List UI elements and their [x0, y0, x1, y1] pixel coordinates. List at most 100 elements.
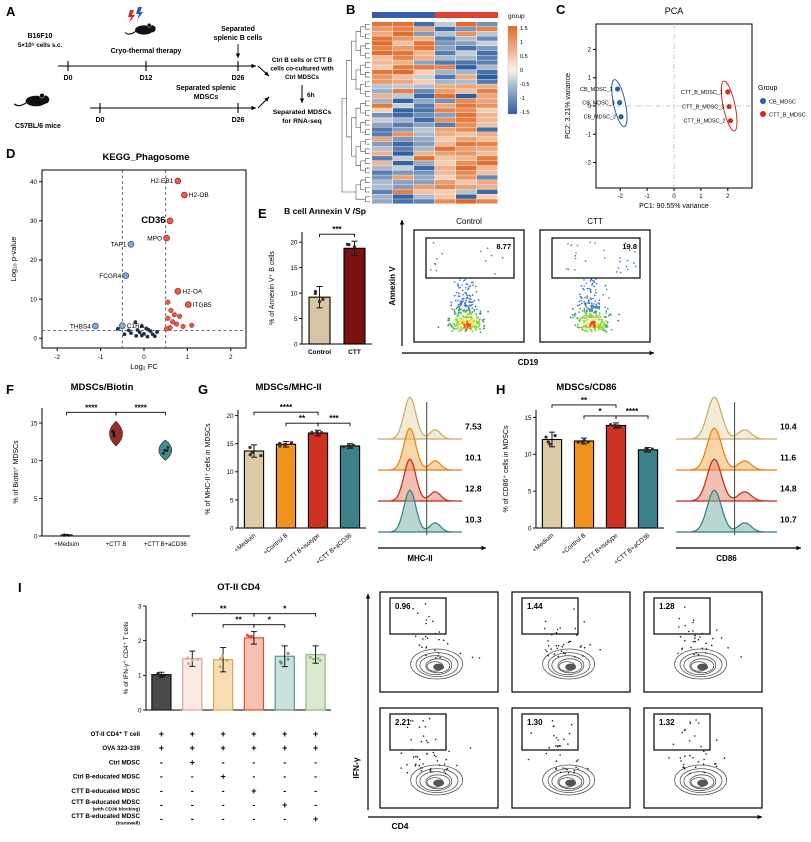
data-point: [319, 430, 324, 435]
event-dot: [604, 306, 607, 309]
event-dot: [592, 316, 595, 319]
mdsc-label: Separated splenic: [176, 85, 236, 92]
event-dot: [607, 314, 610, 317]
legend-swatch: [760, 111, 766, 117]
heatmap-cell: [477, 122, 498, 127]
heatmap-cell: [456, 180, 477, 185]
annexin-flow-plots: Annexin V CD19 Control 8.77 CTT 19.8: [388, 212, 658, 376]
event-dot: [574, 257, 577, 260]
ifng-contour-plots: IFN-γ CD4 0.96 1.44 1.28 2.21 1.30 1.32: [338, 586, 808, 838]
heatmap-cell: [477, 132, 498, 137]
event-dot: [583, 307, 586, 310]
event-dot: [443, 763, 446, 765]
contour-ring: [697, 663, 709, 671]
event-dot: [477, 299, 480, 301]
heatmap-cell: [372, 26, 393, 32]
event-dot: [475, 326, 477, 329]
x-tick-label: 0: [672, 194, 676, 200]
cd86-title: MDSCs/CD86: [556, 382, 617, 393]
heatmap-cell: [456, 74, 477, 80]
event-dot: [456, 323, 459, 326]
panel-f-label: F: [6, 382, 14, 397]
heatmap-cell: [393, 103, 414, 108]
heatmap-cell: [477, 36, 498, 41]
heatmap-cell: [477, 160, 498, 166]
heatmap-cell: [414, 189, 435, 195]
event-dot: [723, 757, 726, 759]
event-dot: [683, 767, 686, 769]
event-dot: [474, 325, 477, 328]
gene-point: [116, 326, 120, 331]
event-dot: [448, 750, 450, 753]
data-point: [190, 658, 194, 662]
heatmap-cell: [372, 113, 393, 118]
event-dot: [461, 298, 464, 300]
event-dot: [451, 330, 454, 332]
event-dot: [419, 767, 422, 769]
event-dot: [579, 308, 581, 310]
event-dot: [547, 654, 549, 657]
event-dot: [589, 643, 591, 646]
heatmap-cell: [414, 136, 435, 142]
gate-percentage: 10.1: [465, 453, 482, 463]
event-dot: [588, 328, 591, 331]
gate-percentage: 1.30: [527, 718, 543, 727]
sig-bracket: [583, 415, 617, 419]
contour-ring: [425, 774, 451, 790]
event-dot: [585, 317, 588, 320]
event-dot: [455, 291, 458, 294]
event-dot: [575, 760, 578, 762]
y-tick-label: 15: [290, 265, 298, 272]
legend-swatch: [760, 98, 766, 104]
event-dot: [587, 767, 589, 770]
event-dot: [462, 319, 465, 322]
y-tick-label: 15: [524, 415, 532, 422]
event-dot: [425, 654, 427, 657]
condition-mark: +: [313, 814, 318, 824]
condition-mark: +: [159, 729, 164, 739]
event-dot: [449, 323, 452, 325]
event-dot: [591, 325, 593, 327]
dendrogram-branch: [360, 160, 366, 171]
heatmap-cell: [414, 31, 435, 36]
event-dot: [566, 768, 568, 771]
event-dot: [598, 308, 601, 310]
event-dot: [422, 638, 424, 640]
event-dot: [469, 285, 471, 287]
heatmap-cell: [456, 165, 477, 171]
arrowhead: [796, 545, 801, 551]
gate-percentage: 8.77: [496, 242, 511, 251]
sig-bracket: [253, 613, 317, 617]
heatmap-cell: [435, 184, 456, 190]
legend-title: Group: [758, 85, 778, 92]
condition-mark: -: [160, 786, 163, 796]
gate-percentage: 1.44: [527, 602, 543, 611]
event-dot: [483, 318, 486, 320]
contour-ring: [419, 771, 453, 792]
category-label: +CTT B: [106, 542, 127, 548]
pca-point-label: CTT_B_MDSC_2: [684, 119, 726, 125]
panel-d-label: D: [6, 146, 16, 161]
event-dot: [599, 327, 601, 330]
event-dot: [576, 326, 579, 328]
group-ellipse: [611, 79, 628, 128]
event-dot: [466, 323, 468, 326]
event-dot: [683, 729, 686, 732]
event-dot: [574, 255, 576, 257]
y-tick-label: 30: [30, 218, 38, 225]
heatmap-cell: [372, 175, 393, 180]
event-dot: [470, 321, 473, 324]
event-dot: [455, 320, 458, 322]
heatmap-cell: [435, 69, 456, 75]
event-dot: [475, 313, 477, 315]
event-dot: [579, 317, 582, 320]
event-dot: [465, 304, 468, 307]
event-dot: [456, 315, 458, 318]
dendrogram-branch: [365, 72, 370, 78]
event-dot: [481, 319, 484, 321]
event-dot: [453, 313, 456, 316]
event-dot: [557, 739, 559, 741]
gene-point: [166, 217, 174, 225]
event-dot: [591, 308, 594, 310]
